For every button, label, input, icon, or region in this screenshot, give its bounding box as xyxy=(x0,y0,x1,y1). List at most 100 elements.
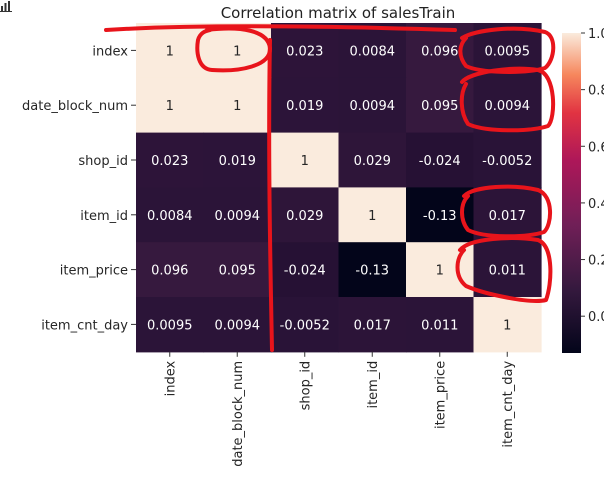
heatmap-cell xyxy=(203,242,272,298)
row-tick-label: index xyxy=(92,44,128,59)
annotation-circle-itemid-cnt xyxy=(460,184,552,239)
heatmap-cell xyxy=(406,23,475,79)
column-tick-label: item_price xyxy=(434,361,449,429)
colorbar-tick-label: 1.0 xyxy=(588,27,604,42)
heatmap-cell xyxy=(136,187,205,243)
row-tick-labels: index date_block_num shop_id item_id item_pr… xyxy=(22,44,136,333)
column-tick-label: shop_id xyxy=(299,361,314,411)
heatmap-cell-label: 1 xyxy=(436,264,444,279)
heatmap-cell xyxy=(338,77,407,134)
colorbar: 1.0 0.8 0.6 0.4 0.2 0.0 xyxy=(562,27,604,353)
heatmap-cell xyxy=(203,187,272,243)
heatmap-cell-label: 0.0094 xyxy=(485,99,531,114)
colorbar-ticks: 1.0 0.8 0.6 0.4 0.2 0.0 xyxy=(581,27,604,325)
heatmap-cell xyxy=(271,77,340,134)
matplotlib-chart-icon xyxy=(0,1,12,12)
heatmap-cell xyxy=(338,187,407,243)
heatmap-cell xyxy=(271,297,340,353)
heatmap-cell xyxy=(406,297,475,353)
heatmap-cell-label: 0.017 xyxy=(354,318,391,333)
heatmap-cell xyxy=(271,242,340,298)
heatmap-cell xyxy=(203,132,272,188)
red-annotation-marks xyxy=(104,24,556,352)
row-tick-label: item_id xyxy=(80,209,128,224)
column-tick-label: item_id xyxy=(366,361,381,409)
heatmap-cell xyxy=(271,132,340,188)
heatmap-cell-label: 1 xyxy=(301,154,309,169)
heatmap-cell-label: 0.029 xyxy=(286,209,323,224)
column-tick-label: date_block_num xyxy=(231,361,246,467)
colorbar-tick-label: 0.2 xyxy=(588,254,604,269)
heatmap-cell-label: 0.019 xyxy=(219,154,256,169)
heatmap-cell-label: -0.0052 xyxy=(482,154,532,169)
annotation-top-line xyxy=(104,24,457,32)
heatmap-cell xyxy=(203,77,272,134)
heatmap-cell-label: 1 xyxy=(503,318,511,333)
colorbar-tick-label: 0.8 xyxy=(588,84,604,99)
column-tick-label: item_cnt_day xyxy=(501,361,516,448)
heatmap-cell-label: -0.13 xyxy=(423,209,457,224)
heatmap-cell-label: 0.0094 xyxy=(215,209,261,224)
row-tick-label: date_block_num xyxy=(22,99,128,114)
heatmap-cell xyxy=(338,132,407,188)
annotation-circle-index-cnt xyxy=(458,26,556,74)
heatmap-cell-label: 0.0094 xyxy=(350,99,396,114)
heatmap-cell-label: 1 xyxy=(233,44,241,59)
colorbar-tick-label: 0.0 xyxy=(588,310,604,325)
heatmap-cell-label: 1 xyxy=(368,209,376,224)
heatmap-cell xyxy=(338,23,407,79)
heatmap-cell-label: 1 xyxy=(166,99,174,114)
heatmap-cell xyxy=(136,132,205,188)
heatmap-cell xyxy=(473,132,542,188)
heatmap-cell-label: 0.0084 xyxy=(350,44,396,59)
row-tick-label: shop_id xyxy=(78,154,128,169)
heatmap-cell xyxy=(473,77,542,134)
annotation-circle-price-cnt xyxy=(455,236,553,303)
heatmap-cell-label: -0.024 xyxy=(284,264,326,279)
heatmap-cell xyxy=(271,187,340,243)
heatmap-cell-label: 0.095 xyxy=(219,264,256,279)
heatmap-cell-label: 0.011 xyxy=(421,318,458,333)
heatmap-cell-label: 0.0094 xyxy=(215,318,261,333)
row-tick-label: item_cnt_day xyxy=(41,318,128,333)
colorbar-tick-label: 0.4 xyxy=(588,197,604,212)
colorbar-tick-label: 0.6 xyxy=(588,140,604,155)
heatmap-cell-label: 0.096 xyxy=(151,264,188,279)
heatmap-cell-label: -0.0052 xyxy=(280,318,330,333)
annotation-circle-date-cnt xyxy=(459,66,556,133)
heatmap-cell-label: 0.029 xyxy=(354,154,391,169)
heatmap-cell xyxy=(203,297,272,353)
heatmap-cell-label: 0.023 xyxy=(286,44,323,59)
heatmap-cell-label: -0.024 xyxy=(419,154,461,169)
row-tick-label: item_price xyxy=(60,264,128,279)
heatmap-cell xyxy=(136,77,205,134)
annotation-circle-index-date xyxy=(195,26,273,73)
heatmap-cell-label: 1 xyxy=(166,44,174,59)
heatmap-cell xyxy=(473,297,542,353)
heatmap-cell-label: 0.095 xyxy=(421,99,458,114)
heatmap-cell xyxy=(338,297,407,353)
heatmap-cell-label: 0.0095 xyxy=(485,44,531,59)
heatmap-cell xyxy=(338,242,407,298)
heatmap-cell-label: 0.0095 xyxy=(147,318,193,333)
heatmap-cell-labels: 1 1 0.023 0.0084 0.096 0.0095 1 1 0.019 0.0094 0.0… xyxy=(147,44,532,333)
heatmap-cell-label: 1 xyxy=(233,99,241,114)
heatmap-cell xyxy=(136,297,205,353)
annotation-vertical-line xyxy=(267,38,274,352)
column-tick-labels: index date_block_num shop_id item_id item_pr… xyxy=(164,351,516,467)
heatmap-cell-label: 0.023 xyxy=(151,154,188,169)
heatmap-cells xyxy=(136,23,542,353)
heatmap-cell-label: 0.011 xyxy=(489,264,526,279)
column-tick-label: index xyxy=(164,361,179,397)
heatmap-cell xyxy=(406,132,475,188)
heatmap-cell-label: 0.019 xyxy=(286,99,323,114)
heatmap-cell-label: 0.017 xyxy=(489,209,526,224)
heatmap-cell-label: 0.096 xyxy=(421,44,458,59)
heatmap-cell-label: 0.0084 xyxy=(147,209,193,224)
colorbar-gradient xyxy=(562,33,581,353)
heatmap-cell xyxy=(271,23,340,79)
heatmap-cell-label: -0.13 xyxy=(355,264,389,279)
heatmap-cell xyxy=(473,242,542,298)
heatmap-cell xyxy=(136,23,205,79)
